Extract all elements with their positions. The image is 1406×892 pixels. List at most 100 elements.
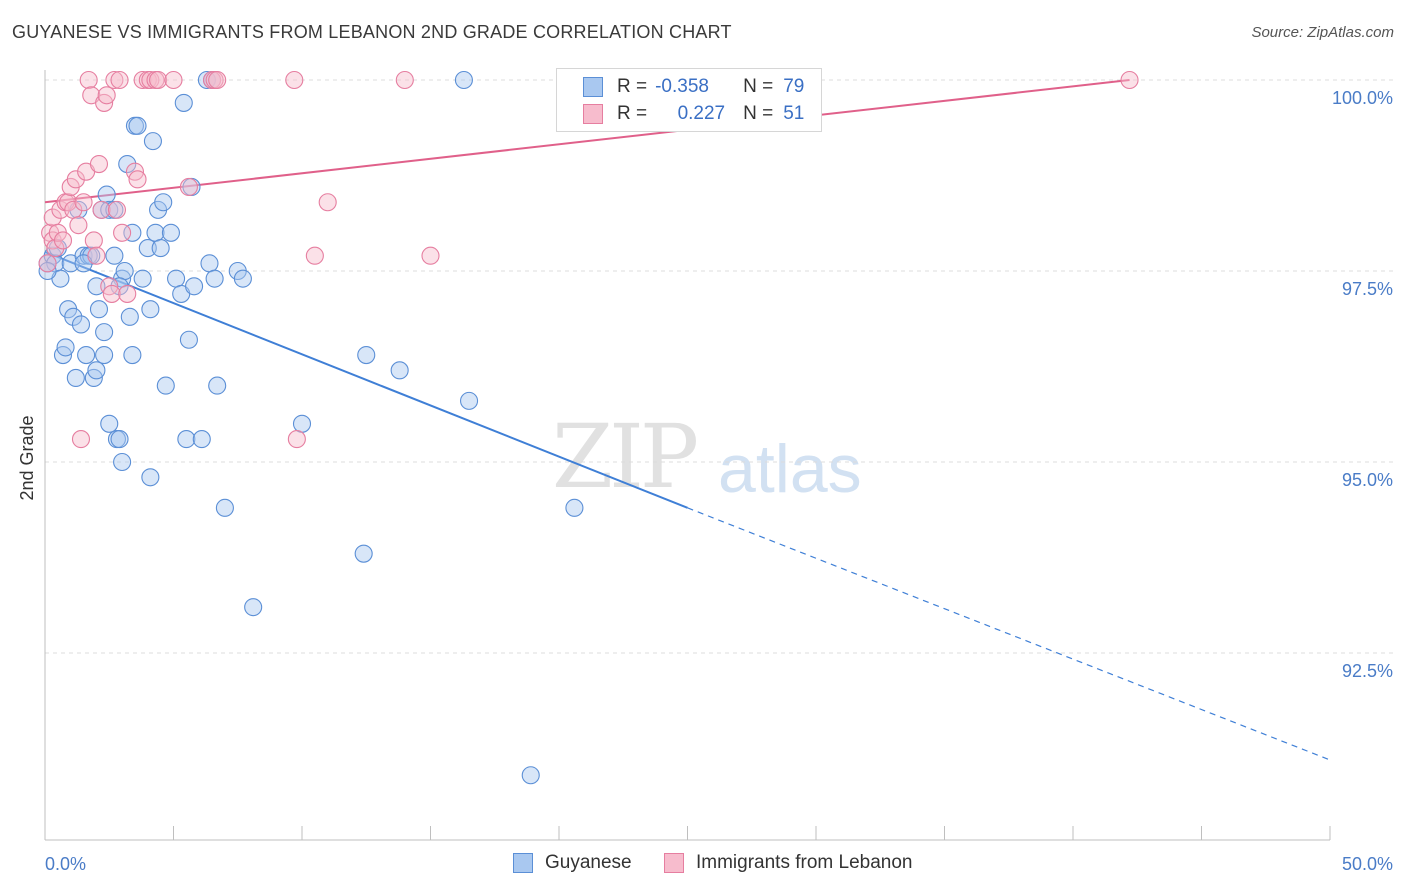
point-lebanon: [179, 177, 198, 197]
data-points: [38, 70, 1139, 785]
point-guyanese: [205, 269, 224, 288]
trend-line-lebanon: [44, 79, 1130, 204]
legend-r-value: -0.358: [655, 76, 709, 97]
point-guyanese: [200, 254, 219, 273]
point-guyanese: [113, 452, 132, 472]
point-lebanon: [66, 170, 85, 189]
trend-line-guyanese-extension: [687, 507, 1331, 761]
point-guyanese: [146, 223, 165, 242]
point-guyanese: [95, 323, 114, 342]
point-guyanese: [56, 338, 75, 357]
point-guyanese: [133, 269, 152, 288]
point-lebanon: [1120, 70, 1139, 90]
point-guyanese: [115, 261, 134, 281]
point-lebanon: [71, 430, 91, 449]
point-guyanese: [141, 468, 160, 487]
point-lebanon: [74, 193, 93, 212]
point-lebanon: [92, 200, 111, 219]
point-lebanon: [105, 70, 124, 90]
point-lebanon: [53, 231, 73, 250]
point-guyanese: [123, 223, 142, 242]
point-lebanon: [113, 223, 132, 242]
point-guyanese: [244, 598, 263, 617]
y-tick-label: 92.5%: [1342, 661, 1393, 681]
point-guyanese: [105, 246, 124, 265]
point-lebanon: [97, 86, 116, 105]
point-guyanese: [156, 376, 175, 395]
point-guyanese: [128, 116, 147, 135]
x-tick-label: 50.0%: [1342, 854, 1393, 874]
point-lebanon: [141, 70, 160, 90]
point-guyanese: [233, 269, 252, 288]
point-guyanese: [292, 414, 312, 433]
point-lebanon: [287, 430, 306, 449]
point-guyanese: [141, 300, 160, 319]
source-label: Source: ZipAtlas.com: [1251, 24, 1394, 41]
point-guyanese: [154, 193, 173, 212]
point-lebanon: [118, 284, 137, 303]
axes: [44, 70, 1331, 841]
point-lebanon: [110, 70, 129, 90]
y-tick-label: 100.0%: [1332, 88, 1393, 108]
point-lebanon: [38, 254, 57, 273]
point-guyanese: [138, 239, 157, 258]
legend-n-value: 79: [783, 76, 805, 97]
trend-lines: [44, 79, 1331, 761]
point-guyanese: [38, 261, 57, 281]
point-guyanese: [74, 246, 93, 265]
point-guyanese: [174, 93, 193, 112]
legend-swatch-lebanon: [664, 853, 684, 873]
point-guyanese: [66, 368, 85, 388]
point-lebanon: [102, 284, 121, 303]
watermark-atlas: atlas: [718, 431, 862, 507]
point-guyanese: [95, 345, 114, 365]
y-tick-label: 97.5%: [1342, 279, 1393, 299]
point-guyanese: [357, 345, 376, 365]
point-guyanese: [192, 430, 211, 449]
point-lebanon: [421, 246, 440, 265]
point-guyanese: [89, 300, 109, 319]
point-guyanese: [161, 223, 180, 242]
point-guyanese: [110, 277, 129, 296]
point-lebanon: [89, 154, 109, 174]
watermark-zip: ZIP: [552, 405, 699, 508]
legend-row-guyanese: R = -0.358 N = 79: [583, 75, 804, 99]
grid-lines: [45, 79, 1395, 654]
point-lebanon: [149, 70, 168, 90]
legend-swatch-lebanon: [583, 104, 603, 124]
point-guyanese: [179, 330, 198, 349]
point-guyanese: [87, 277, 106, 296]
legend-row-lebanon: R = 0.227 N = 51: [583, 102, 804, 126]
y-tick-label: 95.0%: [1342, 470, 1393, 490]
point-guyanese: [100, 200, 119, 219]
point-lebanon: [46, 239, 65, 258]
point-guyanese: [71, 315, 91, 334]
point-guyanese: [151, 239, 170, 258]
point-lebanon: [84, 231, 103, 250]
point-guyanese: [64, 307, 83, 326]
point-guyanese: [167, 269, 186, 288]
legend-label-guyanese: Guyanese: [545, 852, 632, 873]
point-guyanese: [454, 70, 473, 90]
point-guyanese: [110, 430, 129, 449]
legend-item-lebanon: Immigrants from Lebanon: [664, 852, 913, 874]
point-guyanese: [390, 361, 409, 380]
point-guyanese: [120, 307, 139, 326]
point-guyanese: [177, 430, 196, 449]
point-lebanon: [305, 246, 324, 265]
legend-item-guyanese: Guyanese: [513, 852, 632, 874]
point-lebanon: [285, 70, 304, 90]
x-tick-label: 0.0%: [45, 854, 86, 874]
point-guyanese: [123, 345, 142, 365]
legend-r-label: R =: [617, 76, 648, 97]
point-guyanese: [459, 391, 479, 410]
point-guyanese: [197, 70, 216, 90]
point-lebanon: [128, 170, 147, 189]
point-guyanese: [354, 544, 373, 563]
legend-r-value: 0.227: [677, 103, 726, 124]
point-guyanese: [521, 766, 540, 785]
point-guyanese: [87, 361, 106, 380]
point-lebanon: [87, 246, 106, 265]
y-axis-label: 2nd Grade: [17, 415, 37, 500]
